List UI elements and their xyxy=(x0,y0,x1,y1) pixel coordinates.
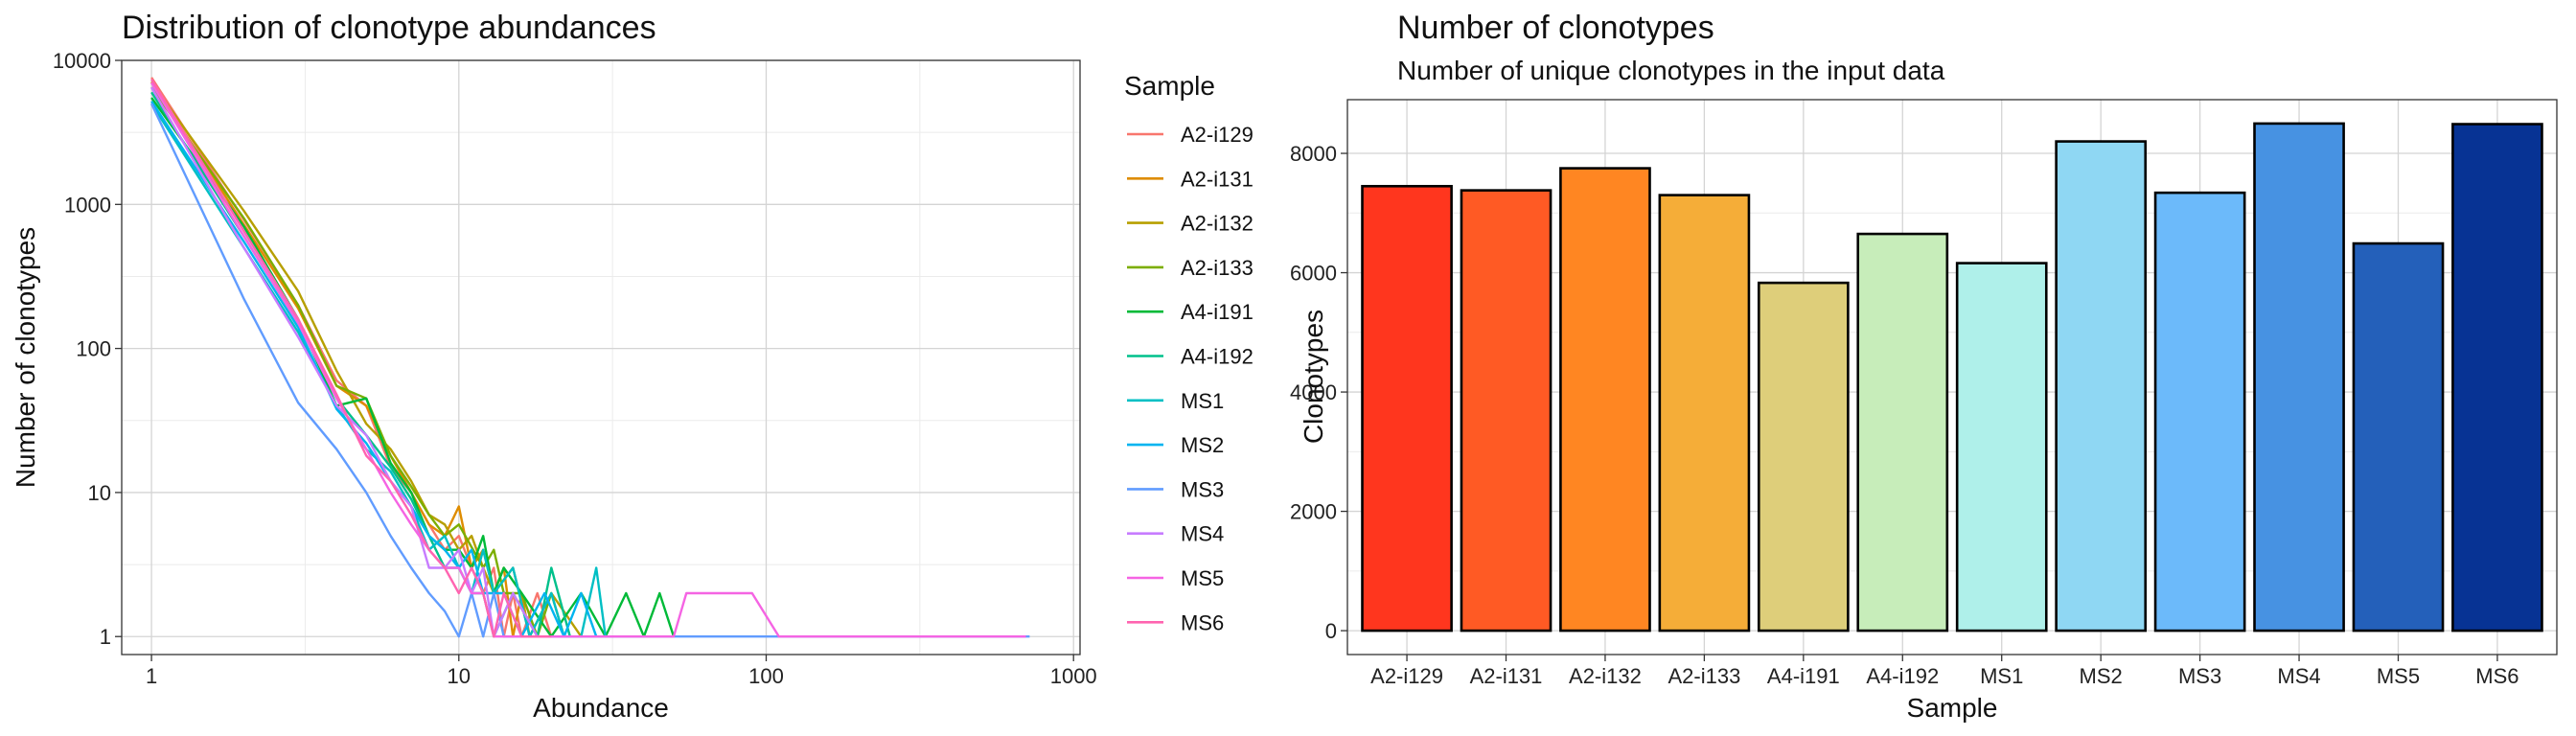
bar-A4-i191 xyxy=(1757,281,1850,632)
y-tick-label: 4000 xyxy=(1290,380,1337,404)
line-chart-y-axis-title: Number of clonotypes xyxy=(11,227,40,488)
bar-A2-i131 xyxy=(1460,189,1552,632)
legend-label-A2-i132: A2-i132 xyxy=(1181,212,1254,236)
x-tick-label: MS6 xyxy=(2475,664,2518,688)
legend-label-A2-i133: A2-i133 xyxy=(1181,256,1254,280)
legend-label-MS6: MS6 xyxy=(1181,610,1224,634)
legend-label-MS3: MS3 xyxy=(1181,477,1224,501)
legend-label-A2-i131: A2-i131 xyxy=(1181,167,1254,191)
bar-chart-bars xyxy=(1361,122,2543,632)
y-tick-label: 1 xyxy=(100,625,111,649)
x-tick-label: A2-i132 xyxy=(1569,664,1642,688)
legend-label-A2-i129: A2-i129 xyxy=(1181,123,1254,147)
series-line-MS3 xyxy=(150,103,1030,638)
abundance-line-chart: Distribution of clonotype abundances 1 10… xyxy=(11,10,1254,723)
legend-label-A4-i192: A4-i192 xyxy=(1181,345,1254,369)
bar-MS5 xyxy=(2352,242,2445,632)
bar-chart-panel-border xyxy=(1346,99,2558,656)
legend-label-MS4: MS4 xyxy=(1181,522,1224,546)
clonotype-count-bar-chart: Number of clonotypes Number of unique cl… xyxy=(1290,10,2558,723)
x-tick-label: A2-i131 xyxy=(1470,664,1543,688)
line-chart-grid xyxy=(122,59,1080,655)
line-chart-title: Distribution of clonotype abundances xyxy=(122,10,656,46)
y-tick-label: 2000 xyxy=(1290,500,1337,524)
line-chart-panel-border xyxy=(121,59,1081,656)
x-tick-label: MS2 xyxy=(2080,664,2123,688)
bar-MS2 xyxy=(2055,140,2148,632)
series-line-A2-i132 xyxy=(150,81,583,638)
line-chart-ticks: 1 10 100 1000 1 10 100 1000 10000 xyxy=(53,49,1097,688)
x-tick-label: 1 xyxy=(146,664,157,688)
x-tick-label: 100 xyxy=(748,664,784,688)
legend-label-MS5: MS5 xyxy=(1181,566,1224,590)
x-tick-label: MS4 xyxy=(2277,664,2320,688)
x-tick-label: MS5 xyxy=(2377,664,2420,688)
series-line-MS4 xyxy=(150,86,564,638)
bar-MS3 xyxy=(2153,191,2246,632)
y-tick-label: 6000 xyxy=(1290,262,1337,286)
y-tick-label: 0 xyxy=(1325,619,1337,643)
bar-chart-x-axis-title: Sample xyxy=(1907,693,1998,723)
x-tick-label: MS3 xyxy=(2178,664,2221,688)
y-tick-label: 8000 xyxy=(1290,142,1337,166)
series-line-MS6 xyxy=(150,79,552,638)
legend-label-A4-i191: A4-i191 xyxy=(1181,300,1254,324)
bar-A2-i133 xyxy=(1658,194,1751,632)
series-line-MS5 xyxy=(150,81,1026,638)
x-tick-label: A2-i133 xyxy=(1668,664,1740,688)
x-tick-label: A2-i129 xyxy=(1370,664,1443,688)
y-tick-label: 10000 xyxy=(53,49,111,73)
bar-MS6 xyxy=(2451,123,2543,632)
bar-MS4 xyxy=(2253,122,2345,632)
x-tick-label: 10 xyxy=(448,664,471,688)
bar-A2-i129 xyxy=(1361,184,1453,632)
bar-chart-subtitle: Number of unique clonotypes in the input… xyxy=(1397,56,1945,85)
bar-chart-y-axis-title: Clonotypes xyxy=(1299,310,1328,444)
legend-title: Sample xyxy=(1124,71,1215,101)
bar-chart-ticks: 0 2000 4000 6000 8000 A2-i129 A2-i131 A2-i132 A2… xyxy=(1290,142,2519,688)
x-tick-label: MS1 xyxy=(1980,664,2023,688)
line-chart-series xyxy=(150,77,1030,638)
y-tick-label: 100 xyxy=(76,337,111,361)
x-tick-label: A4-i191 xyxy=(1767,664,1840,688)
series-line-A4-i191 xyxy=(150,97,676,638)
bar-A2-i132 xyxy=(1559,167,1651,632)
series-line-A2-i129 xyxy=(150,77,564,638)
legend: Sample A2-i129 A2-i131 A2-i132 A2-i133 A4-i1… xyxy=(1124,71,1254,634)
legend-label-MS2: MS2 xyxy=(1181,433,1224,457)
y-tick-label: 10 xyxy=(88,481,111,505)
legend-label-MS1: MS1 xyxy=(1181,389,1224,413)
line-chart-x-axis-title: Abundance xyxy=(533,693,669,723)
bar-MS1 xyxy=(1955,262,2048,632)
x-tick-label: 1000 xyxy=(1050,664,1097,688)
bar-A4-i192 xyxy=(1856,232,1949,632)
x-tick-label: A4-i192 xyxy=(1866,664,1939,688)
bar-chart-title: Number of clonotypes xyxy=(1397,10,1714,46)
y-tick-label: 1000 xyxy=(64,193,111,217)
